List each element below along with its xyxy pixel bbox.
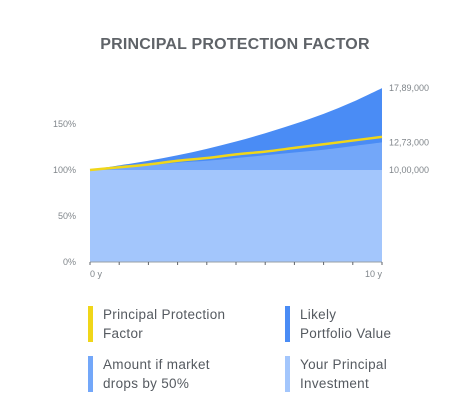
line-principal-protection-factor — [89, 135, 383, 172]
x-tick-label: 10 y — [365, 269, 383, 279]
right-value-label: 10,00,000 — [389, 165, 429, 175]
y-tick-label: 0% — [63, 257, 76, 267]
x-tick-label: 0 y — [90, 269, 103, 279]
right-value-label: 12,73,000 — [389, 137, 429, 147]
chart-title: PRINCIPAL PROTECTION FACTOR — [100, 36, 370, 53]
chart-axes: 0% 50% 100% 150% 0 y 10 y 17,89,000 12,73,000 10… — [53, 83, 429, 279]
area-your-principal-investment — [90, 170, 382, 262]
y-tick-label: 50% — [58, 211, 76, 221]
plot-areas — [90, 88, 382, 263]
y-tick-label: 100% — [53, 165, 76, 175]
right-value-label: 17,89,000 — [389, 83, 429, 93]
y-tick-label: 150% — [53, 119, 76, 129]
plot-line — [89, 135, 383, 172]
